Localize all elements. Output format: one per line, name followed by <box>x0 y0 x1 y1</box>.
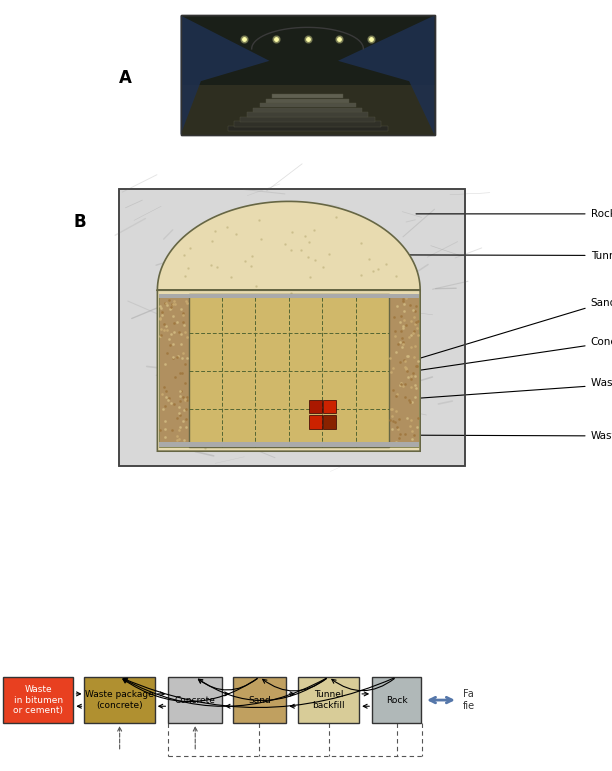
Text: A: A <box>119 69 132 86</box>
Bar <box>119 189 465 466</box>
Bar <box>309 399 322 413</box>
Bar <box>188 295 389 447</box>
Text: Tunnel
backfill: Tunnel backfill <box>312 690 345 710</box>
Bar <box>253 108 362 113</box>
Bar <box>3 677 73 723</box>
Bar <box>159 295 419 298</box>
Text: Waste package: Waste package <box>335 379 612 404</box>
Bar <box>323 415 336 429</box>
Text: Sand: Sand <box>406 298 612 362</box>
Text: Rock: Rock <box>386 695 408 705</box>
Bar <box>159 295 188 447</box>
Bar <box>84 677 155 723</box>
Bar <box>247 113 368 117</box>
Text: Waste package
(concrete): Waste package (concrete) <box>85 690 154 710</box>
Bar <box>228 126 387 131</box>
Text: Concrete: Concrete <box>175 695 215 705</box>
Text: Fa
fie: Fa fie <box>463 689 475 712</box>
Bar <box>181 15 435 135</box>
Bar <box>168 677 222 723</box>
Bar <box>266 99 349 103</box>
Bar <box>119 189 465 466</box>
Text: Concrete: Concrete <box>368 337 612 378</box>
Polygon shape <box>157 201 420 451</box>
Bar <box>259 103 356 107</box>
Text: Sand: Sand <box>248 695 271 705</box>
Text: Rock: Rock <box>416 209 612 219</box>
Bar <box>234 122 381 126</box>
Bar <box>298 677 359 723</box>
Polygon shape <box>181 15 269 135</box>
Bar <box>181 85 435 135</box>
Bar <box>241 117 375 122</box>
Bar <box>159 443 419 447</box>
Text: B: B <box>73 214 86 231</box>
Text: Tunnel backfill: Tunnel backfill <box>312 251 612 261</box>
Bar <box>309 415 322 429</box>
Bar <box>233 677 286 723</box>
Text: Waste: Waste <box>319 431 612 441</box>
Bar <box>181 15 435 135</box>
Text: Waste
in bitumen
or cement): Waste in bitumen or cement) <box>13 685 63 715</box>
Polygon shape <box>338 15 435 135</box>
Bar <box>389 295 419 447</box>
Bar <box>272 94 343 98</box>
Bar <box>323 399 336 413</box>
Bar <box>372 677 421 723</box>
